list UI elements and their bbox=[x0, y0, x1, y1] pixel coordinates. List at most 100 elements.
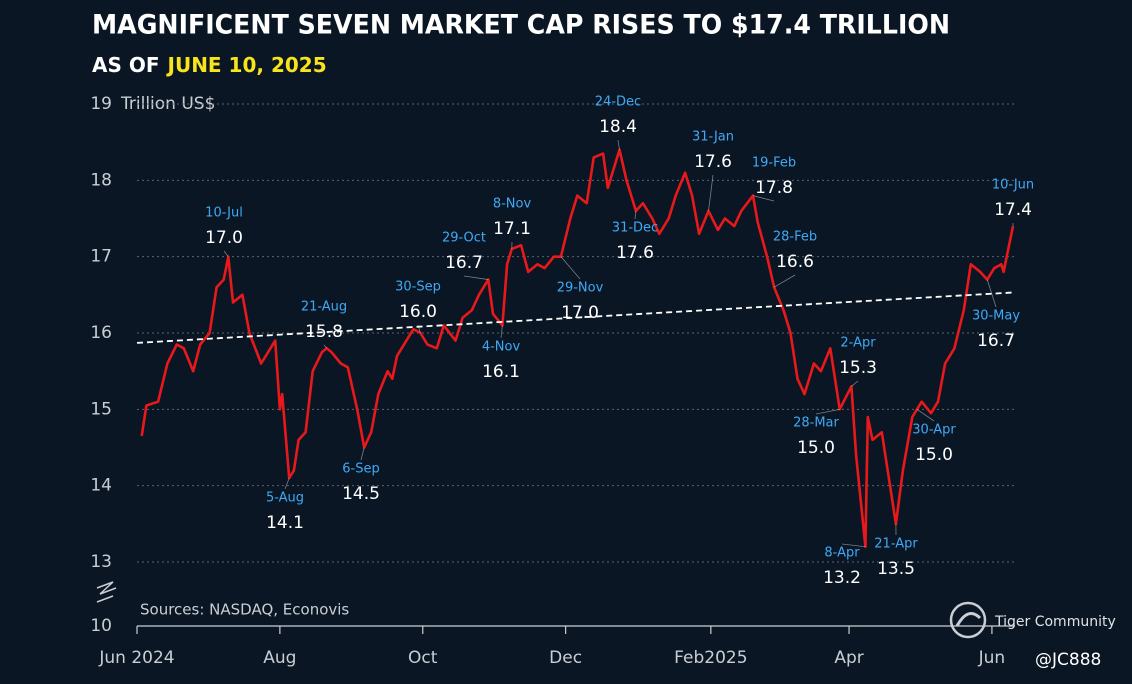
annotation-value: 15.0 bbox=[797, 438, 835, 458]
annotation-value: 17.6 bbox=[616, 243, 654, 263]
annotation-date: 31-Dec bbox=[612, 221, 658, 236]
annotation: 10-Jul 17.0 bbox=[205, 206, 243, 257]
annotation-value: 13.2 bbox=[823, 568, 861, 588]
annotation: 30-May 16.7 bbox=[972, 279, 1020, 351]
x-tick-label: Jun bbox=[978, 648, 1006, 668]
annotation: 19-Feb 17.8 bbox=[752, 156, 796, 202]
x-tick-label: Apr bbox=[834, 648, 863, 668]
annotation-leader bbox=[463, 275, 489, 280]
annotation-date: 4-Nov bbox=[482, 340, 521, 355]
x-tick-label: Jun 2024 bbox=[98, 648, 174, 668]
annotation-value: 17.4 bbox=[994, 200, 1032, 220]
annotation-value: 16.1 bbox=[482, 362, 520, 382]
annotation-date: 30-May bbox=[972, 309, 1020, 324]
annotation-date: 5-Aug bbox=[266, 491, 304, 506]
annotation-leader bbox=[916, 409, 935, 422]
x-tick-label: Oct bbox=[408, 648, 438, 668]
chart-subtitle: AS OF JUNE 10, 2025 bbox=[92, 53, 327, 77]
annotation-value: 16.7 bbox=[977, 331, 1015, 351]
subtitle-prefix: AS OF bbox=[92, 53, 160, 77]
annotation-date: 21-Aug bbox=[301, 300, 347, 315]
annotation-date: 21-Apr bbox=[874, 537, 918, 552]
y-tick-label: 17 bbox=[90, 247, 112, 267]
y-tick-label: 13 bbox=[90, 552, 112, 572]
annotation-leader bbox=[986, 279, 997, 308]
annotation-leader bbox=[417, 324, 421, 334]
y-tick-label: 10 bbox=[90, 616, 112, 636]
annotation-date: 10-Jun bbox=[992, 178, 1034, 193]
annotation-leader bbox=[284, 477, 290, 490]
x-tick-label: Feb2025 bbox=[674, 648, 747, 668]
annotation-date: 24-Dec bbox=[595, 95, 641, 110]
data-line bbox=[140, 148, 1015, 548]
chart-title: MAGNIFICENT SEVEN MARKET CAP RISES TO $1… bbox=[92, 10, 950, 41]
annotation-leader bbox=[752, 195, 775, 202]
annotation: 24-Dec 18.4 bbox=[595, 95, 641, 150]
annotation-date: 30-Sep bbox=[395, 280, 441, 295]
annotation-date: 8-Apr bbox=[824, 546, 860, 561]
y-tick-label: 15 bbox=[90, 399, 112, 419]
annotation-leader bbox=[560, 256, 581, 280]
annotation-value: 16.6 bbox=[776, 252, 814, 272]
annotation-date: 31-Jan bbox=[692, 130, 734, 145]
annotation: 28-Mar 15.0 bbox=[793, 408, 840, 458]
annotation-value: 15.0 bbox=[915, 445, 953, 465]
annotation: 8-Nov 17.1 bbox=[493, 197, 532, 250]
watermark-handle: @JC888 bbox=[1035, 650, 1101, 670]
annotation: 30-Apr 15.0 bbox=[912, 409, 956, 465]
annotation-date: 29-Nov bbox=[557, 281, 604, 296]
y-tick-label: 19 bbox=[90, 94, 112, 114]
annotation: 8-Apr 13.2 bbox=[823, 543, 866, 588]
annotation-date: 30-Apr bbox=[912, 423, 956, 438]
subtitle-date: JUNE 10, 2025 bbox=[166, 53, 327, 77]
annotation-value: 16.0 bbox=[399, 302, 437, 322]
annotation: 10-Jun 17.4 bbox=[992, 178, 1034, 227]
annotation-date: 19-Feb bbox=[752, 156, 796, 171]
annotation-leader bbox=[773, 274, 796, 288]
annotation-leader bbox=[323, 344, 328, 349]
y-tick-label: 14 bbox=[90, 476, 112, 496]
annotation: 21-Apr 13.5 bbox=[874, 523, 918, 579]
annotation-leader bbox=[815, 408, 840, 415]
annotation: 29-Nov 17.0 bbox=[557, 256, 604, 323]
annotation-date: 8-Nov bbox=[493, 197, 532, 212]
annotation-leader bbox=[851, 380, 859, 387]
annotation-value: 17.1 bbox=[493, 219, 531, 239]
annotation: 21-Aug 15.8 bbox=[301, 300, 347, 349]
annotation-date: 28-Feb bbox=[773, 230, 817, 245]
annotation: 5-Aug 14.1 bbox=[266, 477, 304, 533]
annotation-value: 13.5 bbox=[877, 559, 915, 579]
annotation: 4-Nov 16.1 bbox=[482, 325, 521, 382]
source-note: Sources: NASDAQ, Econovis bbox=[140, 601, 349, 619]
axis-break bbox=[96, 581, 117, 603]
annotation-date: 28-Mar bbox=[793, 416, 839, 431]
annotation-leader bbox=[500, 325, 503, 339]
x-tick-label: Dec bbox=[549, 648, 582, 668]
annotation-value: 17.0 bbox=[561, 303, 599, 323]
annotation-value: 16.7 bbox=[445, 253, 483, 273]
annotation-leader bbox=[708, 174, 714, 211]
y-tick-label: 18 bbox=[90, 170, 112, 190]
annotation-leader bbox=[634, 210, 637, 220]
annotation: 31-Jan 17.6 bbox=[692, 130, 734, 211]
annotation-date: 2-Apr bbox=[840, 336, 876, 351]
annotation-date: 10-Jul bbox=[205, 206, 243, 221]
annotation-date: 6-Sep bbox=[342, 462, 379, 477]
annotation: 30-Sep 16.0 bbox=[395, 280, 441, 334]
annotation: 31-Dec 17.6 bbox=[612, 210, 658, 263]
annotation-value: 18.4 bbox=[599, 117, 637, 137]
annotation-value: 14.5 bbox=[342, 484, 380, 504]
annotation-value: 14.1 bbox=[266, 513, 304, 533]
annotation-value: 17.8 bbox=[755, 178, 793, 198]
annotation-value: 15.3 bbox=[839, 358, 877, 378]
watermark-text: Tiger Community bbox=[994, 614, 1116, 630]
y-tick-label: 16 bbox=[90, 323, 112, 343]
annotation: 29-Oct 16.7 bbox=[442, 231, 489, 280]
annotation-leader bbox=[360, 447, 365, 461]
annotation: 2-Apr 15.3 bbox=[839, 336, 877, 387]
annotation-leader bbox=[223, 250, 229, 257]
annotation-value: 17.6 bbox=[694, 152, 732, 172]
annotation: 6-Sep 14.5 bbox=[342, 447, 380, 504]
